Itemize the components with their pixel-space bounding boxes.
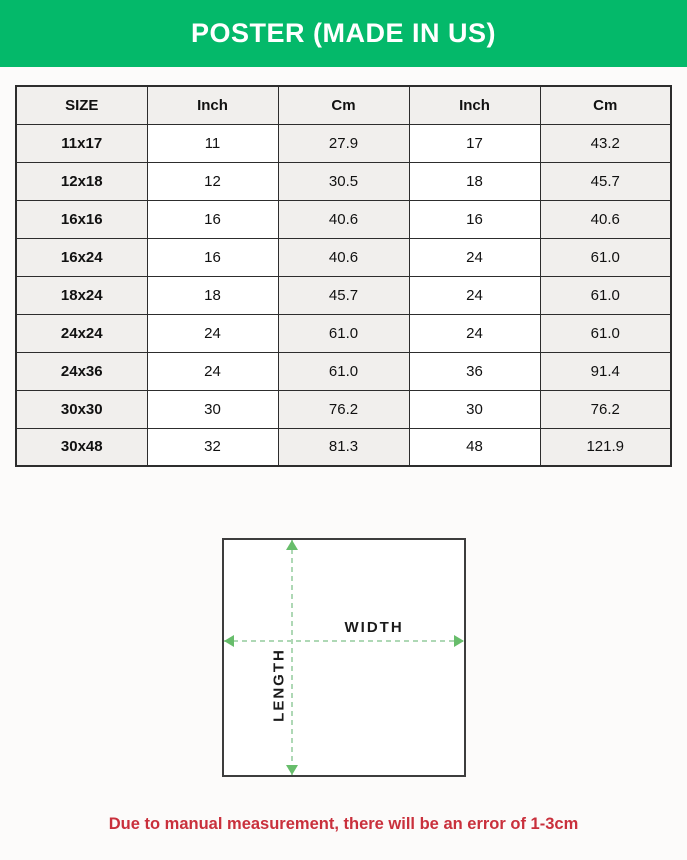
value-cell: 61.0 [539,313,672,353]
value-cell: 16 [146,199,279,239]
value-cell: 61.0 [539,237,672,277]
column-header-inch-1: Inch [146,85,279,125]
size-cell: 18x24 [15,275,148,315]
size-cell: 11x17 [15,123,148,163]
size-cell: 24x24 [15,313,148,353]
value-cell: 43.2 [539,123,672,163]
value-cell: 24 [408,237,541,277]
value-cell: 61.0 [277,351,410,391]
table-row: 18x24 18 45.7 24 61.0 [15,275,672,315]
table-row: 16x16 16 40.6 16 40.6 [15,199,672,239]
value-cell: 17 [408,123,541,163]
table-row: 16x24 16 40.6 24 61.0 [15,237,672,277]
arrow-left-icon [223,635,234,647]
size-cell: 16x24 [15,237,148,277]
value-cell: 24 [408,275,541,315]
value-cell: 48 [408,427,541,467]
measurement-note: Due to manual measurement, there will be… [108,815,579,833]
column-header-size: SIZE [15,85,148,125]
value-cell: 36 [408,351,541,391]
size-cell: 30x30 [15,389,148,429]
table-row: 11x17 11 27.9 17 43.2 [15,123,672,163]
value-cell: 121.9 [539,427,672,467]
value-cell: 32 [146,427,279,467]
value-cell: 61.0 [277,313,410,353]
arrow-right-icon [453,635,464,647]
value-cell: 76.2 [539,389,672,429]
size-cell: 12x18 [15,161,148,201]
size-chart-section: SIZE Inch Cm Inch Cm 11x17 11 27.9 17 43… [15,85,672,467]
table-row: 24x36 24 61.0 36 91.4 [15,351,672,391]
value-cell: 24 [408,313,541,353]
column-header-cm-1: Cm [277,85,410,125]
arrow-up-icon [285,540,298,550]
value-cell: 81.3 [277,427,410,467]
value-cell: 40.6 [277,237,410,277]
value-cell: 40.6 [277,199,410,239]
header-banner: POSTER (MADE IN US) [0,0,687,67]
poster-outline: WIDTH LENGTH [221,538,466,777]
value-cell: 11 [146,123,279,163]
value-cell: 45.7 [277,275,410,315]
table-row: 24x24 24 61.0 24 61.0 [15,313,672,353]
dimension-diagram: WIDTH LENGTH [0,538,687,777]
value-cell: 18 [146,275,279,315]
table-row: 12x18 12 30.5 18 45.7 [15,161,672,201]
value-cell: 30 [408,389,541,429]
value-cell: 91.4 [539,351,672,391]
column-header-cm-2: Cm [539,85,672,125]
length-label: LENGTH [270,648,287,722]
size-cell: 24x36 [15,351,148,391]
width-dimension-line [223,640,464,642]
value-cell: 16 [146,237,279,277]
value-cell: 27.9 [277,123,410,163]
value-cell: 24 [146,313,279,353]
value-cell: 30.5 [277,161,410,201]
table-row: 30x48 32 81.3 48 121.9 [15,427,672,467]
value-cell: 24 [146,351,279,391]
column-header-inch-2: Inch [408,85,541,125]
value-cell: 45.7 [539,161,672,201]
table-header-row: SIZE Inch Cm Inch Cm [15,85,672,125]
table-row: 30x30 30 76.2 30 76.2 [15,389,672,429]
value-cell: 61.0 [539,275,672,315]
value-cell: 18 [408,161,541,201]
size-cell: 30x48 [15,427,148,467]
arrow-down-icon [285,765,298,775]
length-dimension-line [290,540,293,775]
value-cell: 16 [408,199,541,239]
size-chart-table: SIZE Inch Cm Inch Cm 11x17 11 27.9 17 43… [15,85,672,467]
value-cell: 30 [146,389,279,429]
value-cell: 76.2 [277,389,410,429]
width-label: WIDTH [344,619,404,636]
value-cell: 12 [146,161,279,201]
page-title: POSTER (MADE IN US) [190,18,496,48]
value-cell: 40.6 [539,199,672,239]
size-cell: 16x16 [15,199,148,239]
